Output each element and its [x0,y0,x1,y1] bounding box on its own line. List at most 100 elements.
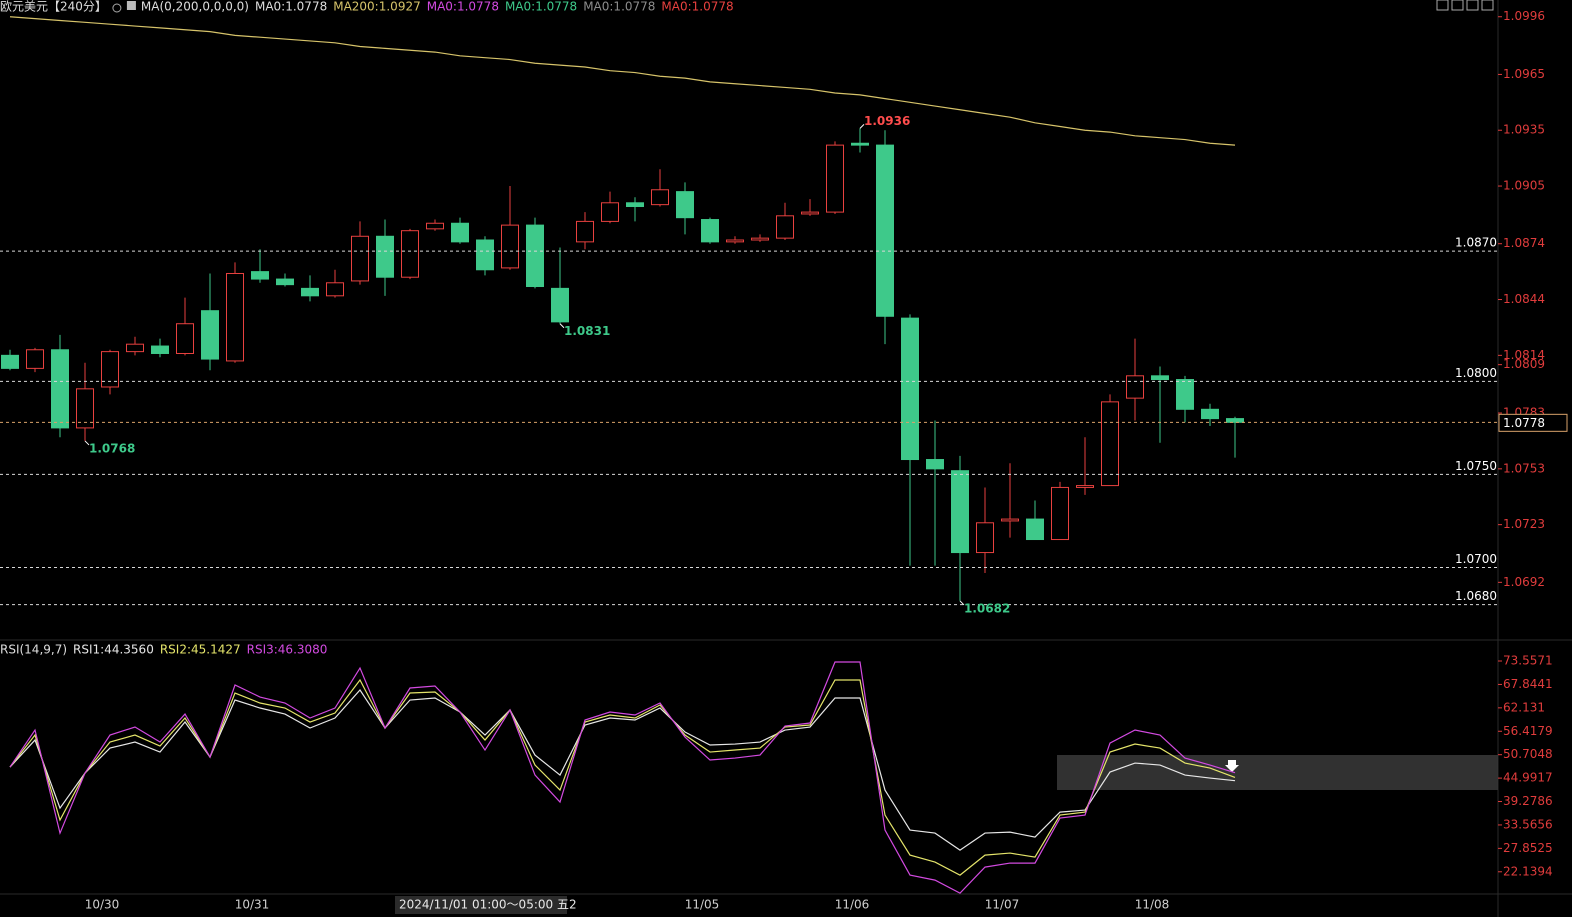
candle-body [226,272,244,362]
candle-body [551,287,569,323]
arrow-icon[interactable] [1225,760,1239,772]
y-tick-label: 22.1394 [1503,864,1553,878]
candle-body [1226,418,1244,423]
candle-body [151,345,169,354]
legend-label: MA200:1.0927 [333,0,421,14]
extreme-label: 1.0831 [564,324,610,338]
y-tick-label: 1.0935 [1503,123,1545,137]
y-tick-label: 1.0753 [1503,461,1545,475]
indicator-label: MA0:1.0778 [427,0,499,14]
y-tick-label: 1.0692 [1503,575,1545,589]
y-tick-label: 50.7048 [1503,747,1553,761]
x-tick-label: 11/06 [835,898,870,912]
panel-title: RSI(14,9,7) [0,643,67,657]
candle-body [1201,408,1219,420]
y-tick-label: 62.131 [1503,700,1545,714]
candle-body [476,239,494,271]
x-tick-label: 10/30 [85,898,120,912]
candle-body [851,142,869,146]
reference-label: 1.0700 [1455,552,1497,566]
candle-body [426,222,444,230]
candle-body [376,235,394,278]
y-tick-label: 1.0905 [1503,179,1545,193]
candle-body [976,522,994,554]
y-tick-label: 27.8525 [1503,841,1553,855]
extreme-pointer [859,124,865,129]
candle-body [651,189,669,206]
y-tick-label: 1.0874 [1503,236,1545,250]
extreme-pointer [84,440,90,446]
x-tick-label: 10/31 [235,898,270,912]
y-tick-label: 67.8441 [1503,677,1553,691]
reference-label: 1.0800 [1455,366,1497,380]
candle-body [1176,379,1194,410]
extreme-label: 1.0936 [864,114,910,128]
extreme-pointer [959,600,965,606]
control-icon[interactable] [1451,0,1464,11]
candle-body [101,351,119,388]
candle-body [626,202,644,208]
y-tick-label: 56.4179 [1503,724,1553,738]
y-tick-label: 1.0809 [1503,357,1545,371]
y-tick-label: 1.0723 [1503,517,1545,531]
candle-body [326,282,344,297]
control-icon[interactable] [1466,0,1479,11]
candle-body [601,202,619,222]
window-controls[interactable] [1436,0,1494,11]
candle-body [876,144,894,317]
candle-body [1,354,19,369]
candle-body [701,219,719,243]
x-tick-label: 11/05 [685,898,720,912]
candle-body [501,224,519,269]
candle-body [951,470,969,554]
extreme-label: 1.0682 [964,601,1010,615]
y-tick-label: 44.9917 [1503,771,1553,785]
legend-label: RSI1:44.3560 [73,643,154,657]
candle-body [401,230,419,278]
reference-label: 1.0750 [1455,459,1497,473]
candle-body [176,323,194,354]
indicator-label: MA(0,200,0,0,0,0) [141,0,249,14]
candle-body [1076,485,1094,488]
chart-title: 欧元美元【240分】 [0,0,107,14]
candle-body [301,287,319,297]
candle-body [76,388,94,429]
candle-body [526,224,544,288]
x-tick-label: 11/07 [985,898,1020,912]
legend-label: RSI3:46.3080 [247,643,328,657]
series-line [9,661,1236,894]
candle-body [1126,375,1144,399]
control-icon[interactable] [1481,0,1494,11]
extreme-label: 1.0768 [89,441,135,455]
candle-body [1101,401,1119,487]
candle-body [1151,375,1169,381]
candle-body [451,222,469,243]
indicator-label: MA0:1.0778 [505,0,577,14]
candle-body [1051,486,1069,541]
last-price-label: 1.0778 [1503,416,1545,430]
control-icon[interactable] [1436,0,1449,11]
highlight-band [1057,755,1498,790]
candle-body [351,235,369,282]
y-tick-label: 1.0814 [1503,348,1545,362]
last-price-box [1498,413,1568,432]
series-line [9,16,1236,146]
candle-body [826,144,844,213]
candle-body [26,349,44,369]
y-tick-label: 39.2786 [1503,794,1553,808]
reference-label: 1.0680 [1455,589,1497,603]
crosshair-label: 2024/11/01 01:00～05:00 五2 [399,898,577,912]
legend-label: RSI2:45.1427 [160,643,241,657]
candle-body [726,239,744,243]
reference-label: 1.0870 [1455,236,1497,250]
y-tick-label: 1.0996 [1503,9,1545,23]
candle-body [1001,518,1019,522]
candle-body [751,237,769,241]
candle-body [126,343,144,353]
candle-body [926,459,944,470]
settings-icon [126,1,136,10]
candle-body [901,317,919,461]
